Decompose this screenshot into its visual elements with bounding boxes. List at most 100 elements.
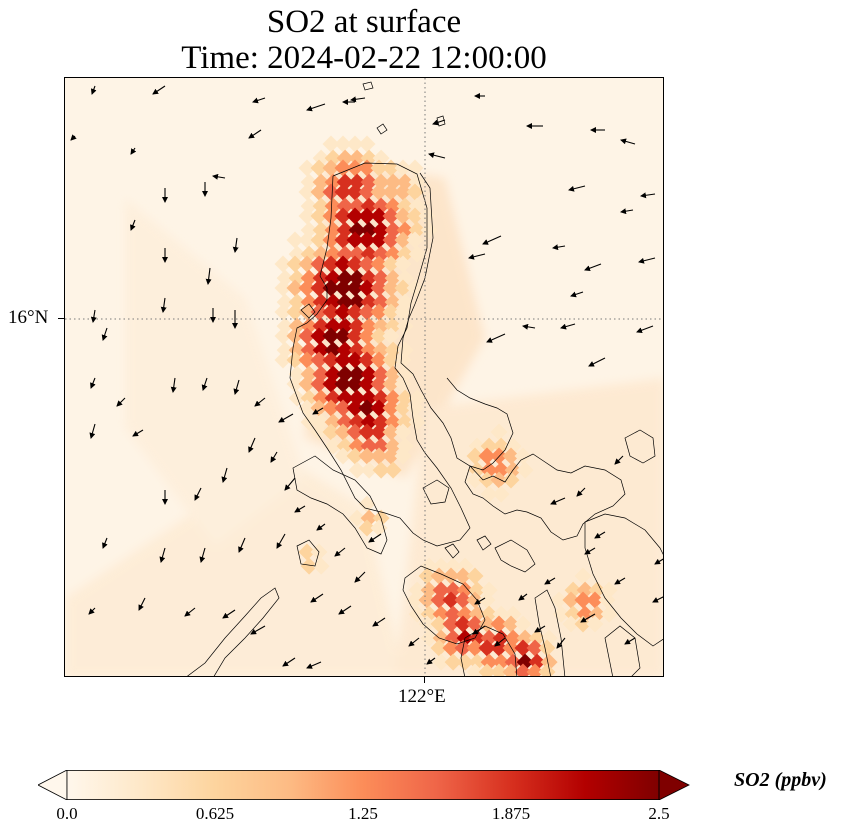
so2-cell [574,591,592,609]
so2-cell [382,303,400,321]
wind-arrow [294,505,306,513]
so2-cell [310,231,328,249]
colorbar-tick-4: 2.5 [648,804,670,823]
so2-cell [442,615,460,633]
so2-cell [490,471,508,489]
so2-cell [574,615,592,633]
so2-cell [310,255,328,273]
wind-arrow [474,597,486,605]
so2-cell [382,399,400,417]
so2-cell [382,231,400,249]
so2-cell [466,615,484,633]
wind-arrow [306,103,326,112]
colorbar-gradient [67,770,659,800]
wind-arrow [486,333,506,343]
wind-arrow [254,397,266,407]
so2-cell [466,447,484,465]
so2-cell [358,375,376,393]
so2-cell [370,279,388,297]
so2-cell [286,279,304,297]
lat-tick-mark [58,318,64,319]
so2-cell [322,327,340,345]
so2-cell [358,231,376,249]
so2-cell [420,221,438,239]
so2-cell [490,663,508,676]
so2-cell [406,231,424,249]
so2-cell [394,279,412,297]
wind-arrow [312,407,324,415]
wind-arrow [518,593,528,601]
wind-arrow [338,605,352,615]
wind-arrow [522,323,536,330]
wind-arrow [276,533,286,549]
so2-cell [370,351,388,369]
so2-cell [382,423,400,441]
wind-arrow [212,173,226,180]
so2-cell [430,591,448,609]
wind-arrow [248,437,256,453]
so2-cell [346,423,364,441]
so2-cell [310,207,328,225]
wind-arrow [570,291,584,298]
so2-cell [514,639,532,657]
wind-arrow [584,547,596,555]
so2-cell [514,447,532,465]
so2-cell [382,279,400,297]
so2-cell [286,255,304,273]
so2-cell [502,471,520,489]
so2-cell [346,399,364,417]
so2-cell [418,615,436,633]
so2-cell [418,567,436,585]
so2-cell [478,447,496,465]
wind-arrow [233,379,240,395]
wind-arrow [568,185,586,192]
wind-arrow [428,152,446,159]
wind-arrow [614,455,624,465]
so2-plume [274,135,618,676]
wind-arrow [152,85,166,95]
so2-cell [538,663,556,676]
wind-arrow [116,397,126,407]
wind-arrow [101,327,108,341]
so2-cell [502,663,520,676]
so2-cell [382,375,400,393]
colorbar-label: SO2 (ppbv) [734,769,827,791]
so2-cell [286,303,304,321]
so2-cell [514,615,532,633]
so2-cell [514,663,532,676]
wind-arrow [88,607,96,615]
wind-arrow [556,637,566,649]
wind-arrow [580,613,596,623]
so2-cell [322,351,340,369]
wind-arrow [560,323,576,330]
so2-cell [538,639,556,657]
so2-cell [358,279,376,297]
so2-cell [394,231,412,249]
so2-cell [444,653,462,671]
so2-cell [454,567,472,585]
so2-cell [322,303,340,321]
wind-arrow [70,134,77,141]
wind-arrow [334,547,346,557]
so2-cell [396,317,414,335]
so2-cell [370,231,388,249]
so2-cell [322,375,340,393]
wind-arrow [201,377,208,391]
wind-arrow [194,487,202,501]
so2-cell [358,255,376,273]
so2-cell [310,279,328,297]
so2-cell [454,591,472,609]
wind-arrow [221,467,228,483]
lon-tick-mark [424,677,425,683]
so2-cell [408,245,426,263]
so2-cell [360,461,378,479]
so2-cell [600,605,618,623]
wind-arrow [252,97,266,104]
so2-cell [298,543,316,561]
so2-cell [358,519,376,537]
map-subtitle-time: Time: 2024-02-22 12:00:00 [181,40,547,76]
wind-arrow [432,119,446,126]
so2-cell [312,557,330,575]
so2-cell [370,423,388,441]
so2-cell [418,591,436,609]
